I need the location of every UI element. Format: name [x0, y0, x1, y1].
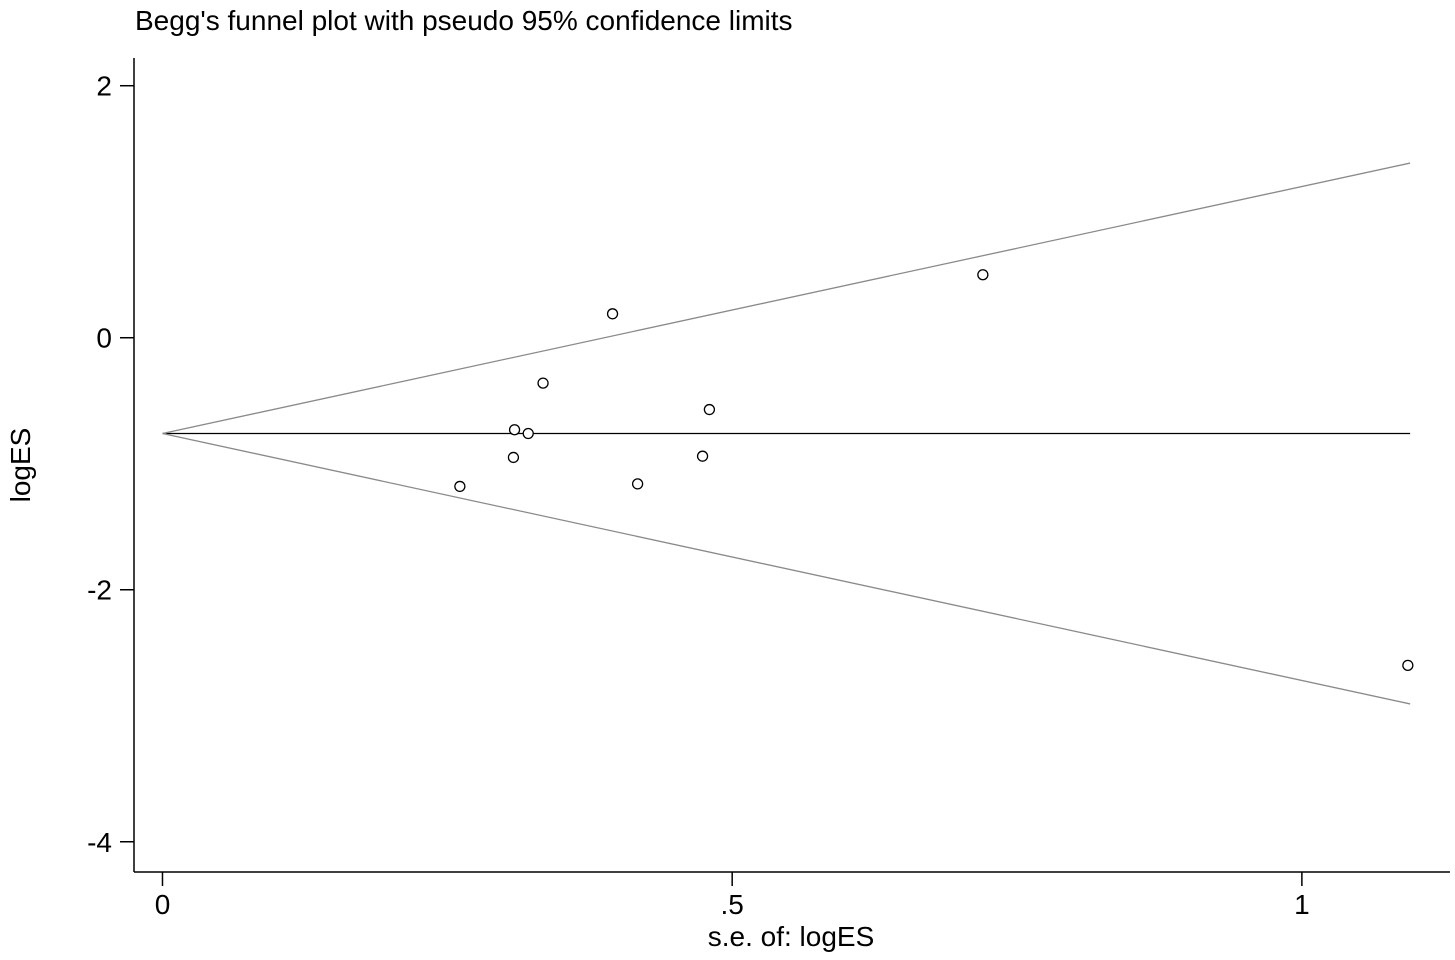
plot-region: 20-2-4 0.5 1	[87, 58, 1450, 920]
study-point	[454, 480, 466, 493]
study-point	[508, 424, 521, 436]
data-points	[454, 269, 1414, 671]
y-tick-label: 2	[96, 71, 112, 102]
x-axis-ticks: 0.5 1	[155, 872, 1310, 920]
y-tick-label: 0	[96, 323, 112, 354]
lower-confidence-limit-line	[162, 432, 1411, 705]
study-point	[703, 403, 716, 416]
study-point	[522, 427, 534, 440]
study-point	[977, 269, 989, 281]
study-point	[631, 478, 644, 490]
y-axis-ticks: 2 0 -2 -4	[87, 71, 134, 858]
study-point	[606, 308, 619, 320]
chart-title: Begg's funnel plot with pseudo 95% confi…	[135, 5, 793, 36]
study-point	[507, 451, 520, 464]
study-point	[537, 377, 549, 389]
study-point	[696, 450, 709, 462]
x-tick-label: .5	[721, 889, 744, 920]
y-tick-label: -4	[87, 827, 112, 858]
x-axis-label: s.e. of: logES	[708, 921, 875, 952]
study-point	[1402, 659, 1414, 671]
y-tick-label: -2	[87, 575, 112, 606]
upper-confidence-limit-line	[162, 162, 1411, 435]
x-tick-label: 1	[1294, 889, 1310, 920]
x-tick-label: 0	[155, 889, 171, 920]
y-axis-label: logES	[5, 428, 36, 503]
funnel-lines	[162, 162, 1411, 705]
